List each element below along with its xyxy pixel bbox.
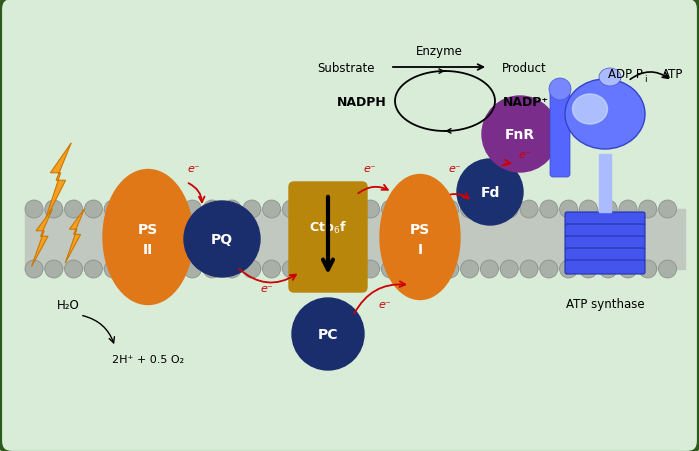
Circle shape	[263, 201, 280, 219]
Circle shape	[104, 201, 122, 219]
Circle shape	[282, 201, 301, 219]
Polygon shape	[65, 209, 85, 263]
Text: e⁻: e⁻	[363, 164, 376, 174]
Circle shape	[401, 201, 419, 219]
FancyBboxPatch shape	[565, 249, 645, 262]
Text: Ctb$_6$f: Ctb$_6$f	[309, 220, 347, 235]
Circle shape	[461, 260, 479, 278]
Circle shape	[342, 201, 360, 219]
Circle shape	[85, 260, 102, 278]
Text: Product: Product	[502, 61, 547, 74]
Circle shape	[658, 201, 677, 219]
Circle shape	[203, 201, 221, 219]
Circle shape	[243, 260, 261, 278]
Text: PQ: PQ	[211, 232, 233, 246]
Circle shape	[461, 201, 479, 219]
Text: i: i	[644, 75, 647, 84]
Circle shape	[183, 201, 201, 219]
Circle shape	[292, 299, 364, 370]
Circle shape	[619, 260, 637, 278]
Circle shape	[480, 201, 498, 219]
Circle shape	[560, 201, 577, 219]
Circle shape	[25, 201, 43, 219]
Circle shape	[203, 260, 221, 278]
Circle shape	[579, 201, 598, 219]
Circle shape	[223, 260, 241, 278]
FancyBboxPatch shape	[565, 212, 645, 226]
Text: NADPH: NADPH	[337, 95, 387, 108]
Polygon shape	[31, 209, 52, 267]
Ellipse shape	[103, 170, 193, 305]
Circle shape	[64, 201, 82, 219]
Text: e⁻: e⁻	[448, 164, 461, 174]
Circle shape	[164, 260, 182, 278]
Circle shape	[382, 260, 399, 278]
Circle shape	[382, 201, 399, 219]
Circle shape	[500, 260, 518, 278]
Text: Substrate: Substrate	[317, 61, 375, 74]
Circle shape	[263, 260, 280, 278]
Circle shape	[560, 260, 577, 278]
Circle shape	[441, 201, 459, 219]
Circle shape	[322, 260, 340, 278]
Circle shape	[322, 201, 340, 219]
Text: FnR: FnR	[505, 128, 535, 142]
Circle shape	[520, 201, 538, 219]
Circle shape	[45, 201, 63, 219]
Circle shape	[480, 260, 498, 278]
Circle shape	[361, 201, 380, 219]
Polygon shape	[45, 143, 71, 222]
Text: I: I	[417, 243, 423, 257]
Circle shape	[500, 201, 518, 219]
Bar	[599, 155, 611, 212]
Circle shape	[599, 260, 617, 278]
Circle shape	[361, 260, 380, 278]
Circle shape	[421, 201, 439, 219]
Circle shape	[223, 201, 241, 219]
FancyArrowPatch shape	[239, 269, 296, 283]
Circle shape	[457, 160, 523, 226]
Text: PS: PS	[138, 222, 158, 236]
Text: e⁻: e⁻	[187, 164, 200, 174]
FancyArrowPatch shape	[451, 193, 468, 199]
Circle shape	[144, 201, 161, 219]
Text: e⁻: e⁻	[378, 299, 391, 309]
FancyBboxPatch shape	[550, 92, 570, 178]
Ellipse shape	[565, 80, 645, 150]
FancyBboxPatch shape	[565, 225, 645, 239]
Circle shape	[85, 201, 102, 219]
Text: ATP synthase: ATP synthase	[565, 297, 644, 310]
Text: II: II	[143, 243, 153, 257]
Text: Fd: Fd	[480, 186, 500, 199]
Circle shape	[164, 201, 182, 219]
Circle shape	[401, 260, 419, 278]
Circle shape	[282, 260, 301, 278]
Circle shape	[183, 260, 201, 278]
Circle shape	[441, 260, 459, 278]
Text: ATP: ATP	[662, 69, 684, 81]
Circle shape	[124, 201, 142, 219]
Circle shape	[64, 260, 82, 278]
Circle shape	[482, 97, 558, 173]
Circle shape	[639, 260, 657, 278]
Circle shape	[540, 260, 558, 278]
Circle shape	[124, 260, 142, 278]
Circle shape	[549, 79, 571, 101]
Ellipse shape	[599, 69, 621, 87]
Bar	[25, 210, 685, 269]
Circle shape	[540, 201, 558, 219]
Circle shape	[421, 260, 439, 278]
Text: PC: PC	[318, 327, 338, 341]
Circle shape	[184, 202, 260, 277]
Circle shape	[579, 260, 598, 278]
Circle shape	[342, 260, 360, 278]
Circle shape	[639, 201, 657, 219]
Text: 2H⁺ + 0.5 O₂: 2H⁺ + 0.5 O₂	[112, 354, 184, 364]
FancyBboxPatch shape	[289, 183, 367, 292]
Text: Enzyme: Enzyme	[416, 45, 463, 58]
Circle shape	[243, 201, 261, 219]
Text: ADP P: ADP P	[608, 69, 643, 81]
FancyBboxPatch shape	[565, 260, 645, 274]
Circle shape	[619, 201, 637, 219]
